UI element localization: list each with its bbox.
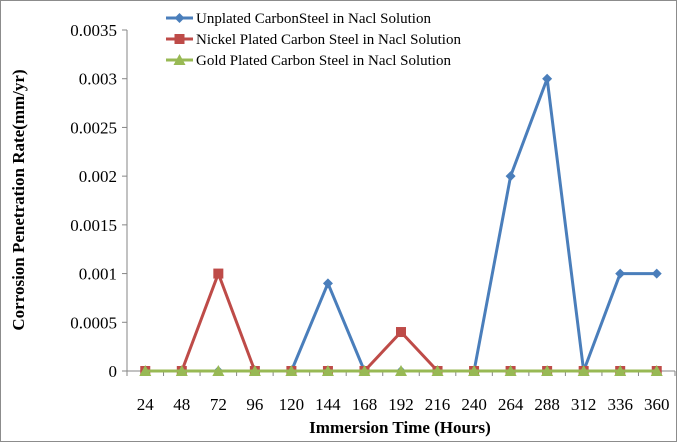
y-tick-label: 0.0035 [70,21,117,40]
legend-label: Unplated CarbonSteel in Nacl Solution [196,11,431,27]
y-tick-label: 0.001 [79,265,117,284]
legend-label: Gold Plated Carbon Steel in Nacl Solutio… [196,53,451,69]
data-point [321,365,334,376]
y-tick-label: 0.0025 [70,118,117,137]
x-tick-label: 96 [246,395,263,414]
data-point [468,365,481,376]
data-point [542,73,553,84]
legend-item: Unplated CarbonSteel in Nacl Solution [166,11,431,27]
data-point [139,365,152,376]
axes: 0 0.0005 0.001 0.0015 0.002 0.0025 0.003 0.0035… [70,21,676,414]
y-tick-label: 0.0005 [70,313,117,332]
data-point [431,365,444,376]
x-tick-label: 216 [425,395,451,414]
data-point [213,268,224,279]
legend: Unplated CarbonSteel in Nacl Solution Nic… [166,11,461,69]
data-point [614,365,627,376]
data-point [322,278,333,289]
data-point [650,365,663,376]
x-tick-label: 72 [210,395,227,414]
data-point [248,365,261,376]
data-point [175,365,188,376]
data-point [396,327,406,338]
x-tick-label: 288 [534,395,560,414]
data-point [212,365,225,376]
y-tick-label: 0.002 [79,167,117,186]
x-tick-label: 48 [173,395,190,414]
legend-label: Nickel Plated Carbon Steel in Nacl Solut… [196,32,461,48]
y-tick-label: 0.0015 [70,216,117,235]
data-point [541,365,554,376]
y-tick-label: 0 [109,362,118,381]
data-point [505,171,516,182]
x-tick-label: 192 [388,395,414,414]
x-tick-label: 336 [607,395,633,414]
data-point [651,268,662,279]
x-tick-label: 360 [644,395,670,414]
data-point [615,268,626,279]
x-tick-label: 120 [279,395,305,414]
data-point [577,365,590,376]
data-point [395,365,407,376]
x-tick-label: 264 [498,395,524,414]
data-point [504,365,517,376]
series-triangle [139,365,663,376]
series-line [145,272,657,373]
y-tick-label: 0.003 [79,70,117,89]
x-tick-label: 144 [315,395,341,414]
data-point [358,365,371,376]
legend-marker-icon [174,34,185,44]
data-point [285,365,298,376]
y-axis-label: Corrosion Penetration Rate(mm/yr) [9,69,28,330]
legend-marker-icon [174,13,185,23]
x-tick-label: 168 [352,395,378,414]
x-axis-label: Immersion Time (Hours) [309,418,491,437]
x-tick-label: 312 [571,395,597,414]
legend-marker-icon [173,54,186,65]
x-tick-label: 240 [461,395,487,414]
legend-item: Nickel Plated Carbon Steel in Nacl Solut… [166,32,461,48]
series-group [139,73,663,376]
legend-item: Gold Plated Carbon Steel in Nacl Solutio… [166,53,451,69]
x-tick-label: 24 [137,395,155,414]
